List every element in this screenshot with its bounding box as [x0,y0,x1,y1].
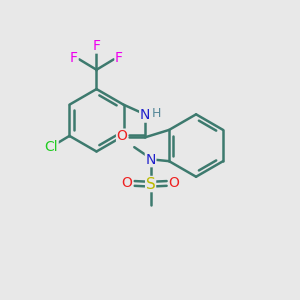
Text: F: F [115,51,123,65]
Text: O: O [117,129,128,143]
Text: F: F [70,51,78,65]
Text: O: O [122,176,133,190]
Text: Cl: Cl [44,140,58,154]
Text: N: N [146,153,156,167]
Text: S: S [146,176,155,191]
Text: F: F [92,39,101,53]
Text: H: H [152,107,161,120]
Text: N: N [140,108,150,122]
Text: O: O [169,176,179,190]
